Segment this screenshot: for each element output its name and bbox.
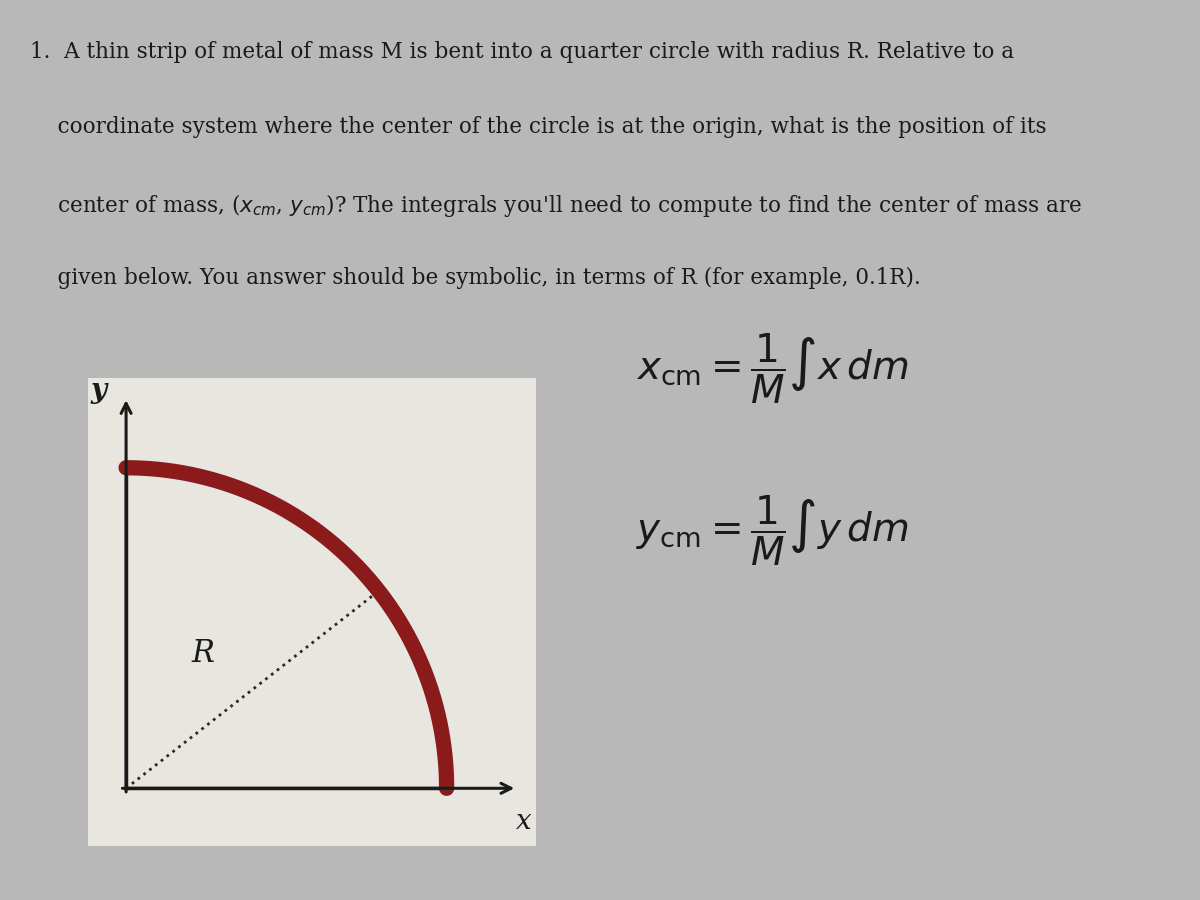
Text: 1.  A thin strip of metal of mass M is bent into a quarter circle with radius R.: 1. A thin strip of metal of mass M is be… [30, 41, 1014, 63]
Text: y: y [91, 377, 107, 404]
Text: given below. You answer should be symbolic, in terms of R (for example, 0.1R).: given below. You answer should be symbol… [30, 266, 920, 289]
Text: $x_{\rm cm} = \dfrac{1}{M} \int x\,dm$: $x_{\rm cm} = \dfrac{1}{M} \int x\,dm$ [636, 332, 908, 406]
Text: center of mass, ($x_{cm}$, $y_{cm}$)? The integrals you'll need to compute to fi: center of mass, ($x_{cm}$, $y_{cm}$)? Th… [30, 192, 1082, 219]
Text: $y_{\rm cm} = \dfrac{1}{M} \int y\,dm$: $y_{\rm cm} = \dfrac{1}{M} \int y\,dm$ [636, 494, 908, 568]
Text: coordinate system where the center of the circle is at the origin, what is the p: coordinate system where the center of th… [30, 116, 1046, 139]
Text: R: R [192, 638, 215, 670]
Text: x: x [516, 807, 532, 834]
